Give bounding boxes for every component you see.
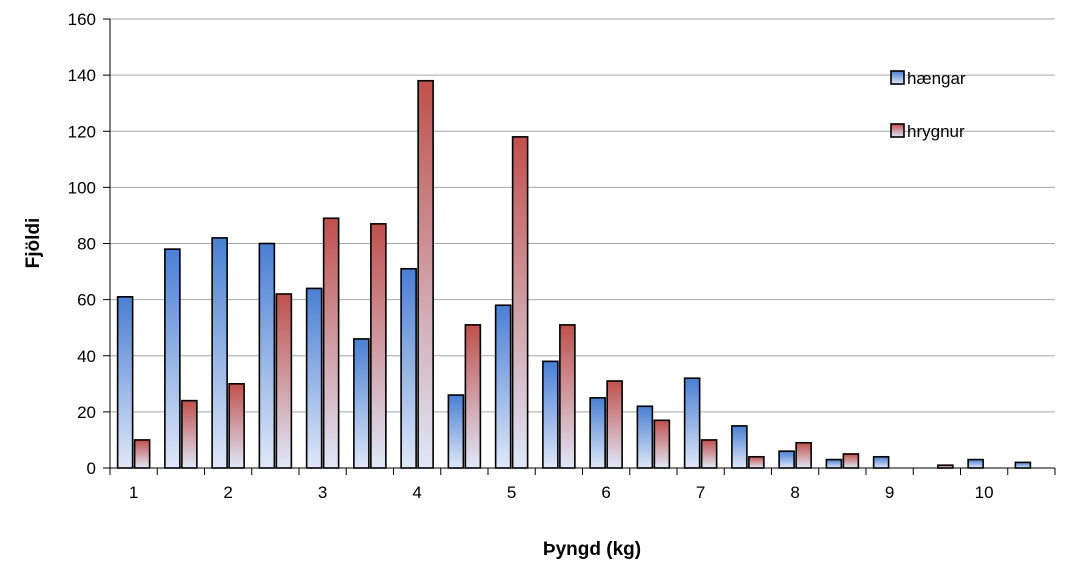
bar-hrygnur — [322, 217, 340, 469]
legend-label: hrygnur — [907, 122, 965, 141]
bar-haengar — [683, 377, 701, 469]
x-tick-label: 2 — [223, 483, 232, 502]
x-tick-label: 3 — [318, 483, 327, 502]
legend-swatch — [890, 123, 905, 138]
bar-haengar — [872, 455, 890, 469]
x-tick-label: 8 — [790, 483, 799, 502]
bar-hrygnur — [842, 453, 860, 469]
y-axis-title: Fjöldi — [23, 218, 44, 269]
bar-haengar — [778, 450, 795, 469]
axes: 0 20 40 60 80 100 120 140 160 1 2 3 4 5 6 7 8 9 10 — [68, 10, 1056, 502]
x-axis-title: Þyngd (kg) — [543, 539, 641, 560]
bar-hrygnur — [653, 419, 671, 469]
x-tick-label: 9 — [885, 483, 894, 502]
bar-haengar — [636, 405, 654, 469]
bar-hrygnur — [464, 324, 482, 469]
bar-hrygnur — [748, 455, 765, 469]
bar-hrygnur — [181, 399, 198, 469]
bar-hrygnur — [606, 380, 623, 469]
legend: hængar hrygnur — [890, 69, 966, 141]
bar-haengar — [258, 242, 276, 469]
x-tick-label: 4 — [412, 483, 421, 502]
bar-hrygnur — [511, 136, 529, 469]
bar-haengar — [116, 296, 134, 469]
bar-haengar — [967, 458, 984, 469]
bar-haengar — [305, 287, 323, 469]
y-tick-label: 40 — [77, 347, 96, 366]
y-tick-label: 0 — [87, 459, 96, 478]
bar-haengar — [1014, 461, 1032, 469]
bar-hrygnur — [133, 439, 151, 469]
bar-haengar — [447, 394, 465, 469]
x-tick-label: 6 — [601, 483, 610, 502]
legend-label: hængar — [907, 69, 966, 88]
legend-swatch — [890, 70, 905, 85]
x-tick-label: 5 — [507, 483, 516, 502]
x-tick-label: 1 — [129, 483, 138, 502]
bar-hrygnur — [275, 293, 293, 469]
x-tick-label: 10 — [975, 483, 994, 502]
bar-haengar — [542, 360, 559, 469]
bar-hrygnur — [700, 439, 718, 469]
bar-haengar — [825, 458, 843, 469]
y-tick-label: 80 — [77, 235, 96, 254]
bar-hrygnur — [370, 223, 387, 469]
bar-haengar — [400, 267, 417, 469]
bar-haengar — [589, 397, 606, 469]
y-tick-label: 20 — [77, 403, 96, 422]
bar-hrygnur — [228, 383, 245, 469]
bar-hrygnur — [795, 441, 812, 469]
bar-hrygnur — [417, 79, 434, 469]
x-tick-label: 7 — [696, 483, 705, 502]
bar-haengar — [211, 237, 228, 469]
bar-haengar — [494, 304, 512, 469]
bar-haengar — [731, 425, 748, 469]
y-tick-label: 120 — [68, 122, 96, 141]
bar-haengar — [164, 248, 181, 469]
y-tick-label: 100 — [68, 178, 96, 197]
bar-haengar — [353, 338, 370, 469]
y-tick-label: 160 — [68, 10, 96, 29]
y-tick-label: 140 — [68, 66, 96, 85]
bar-hrygnur — [559, 324, 576, 469]
y-tick-label: 60 — [77, 291, 96, 310]
bars — [116, 79, 1032, 469]
